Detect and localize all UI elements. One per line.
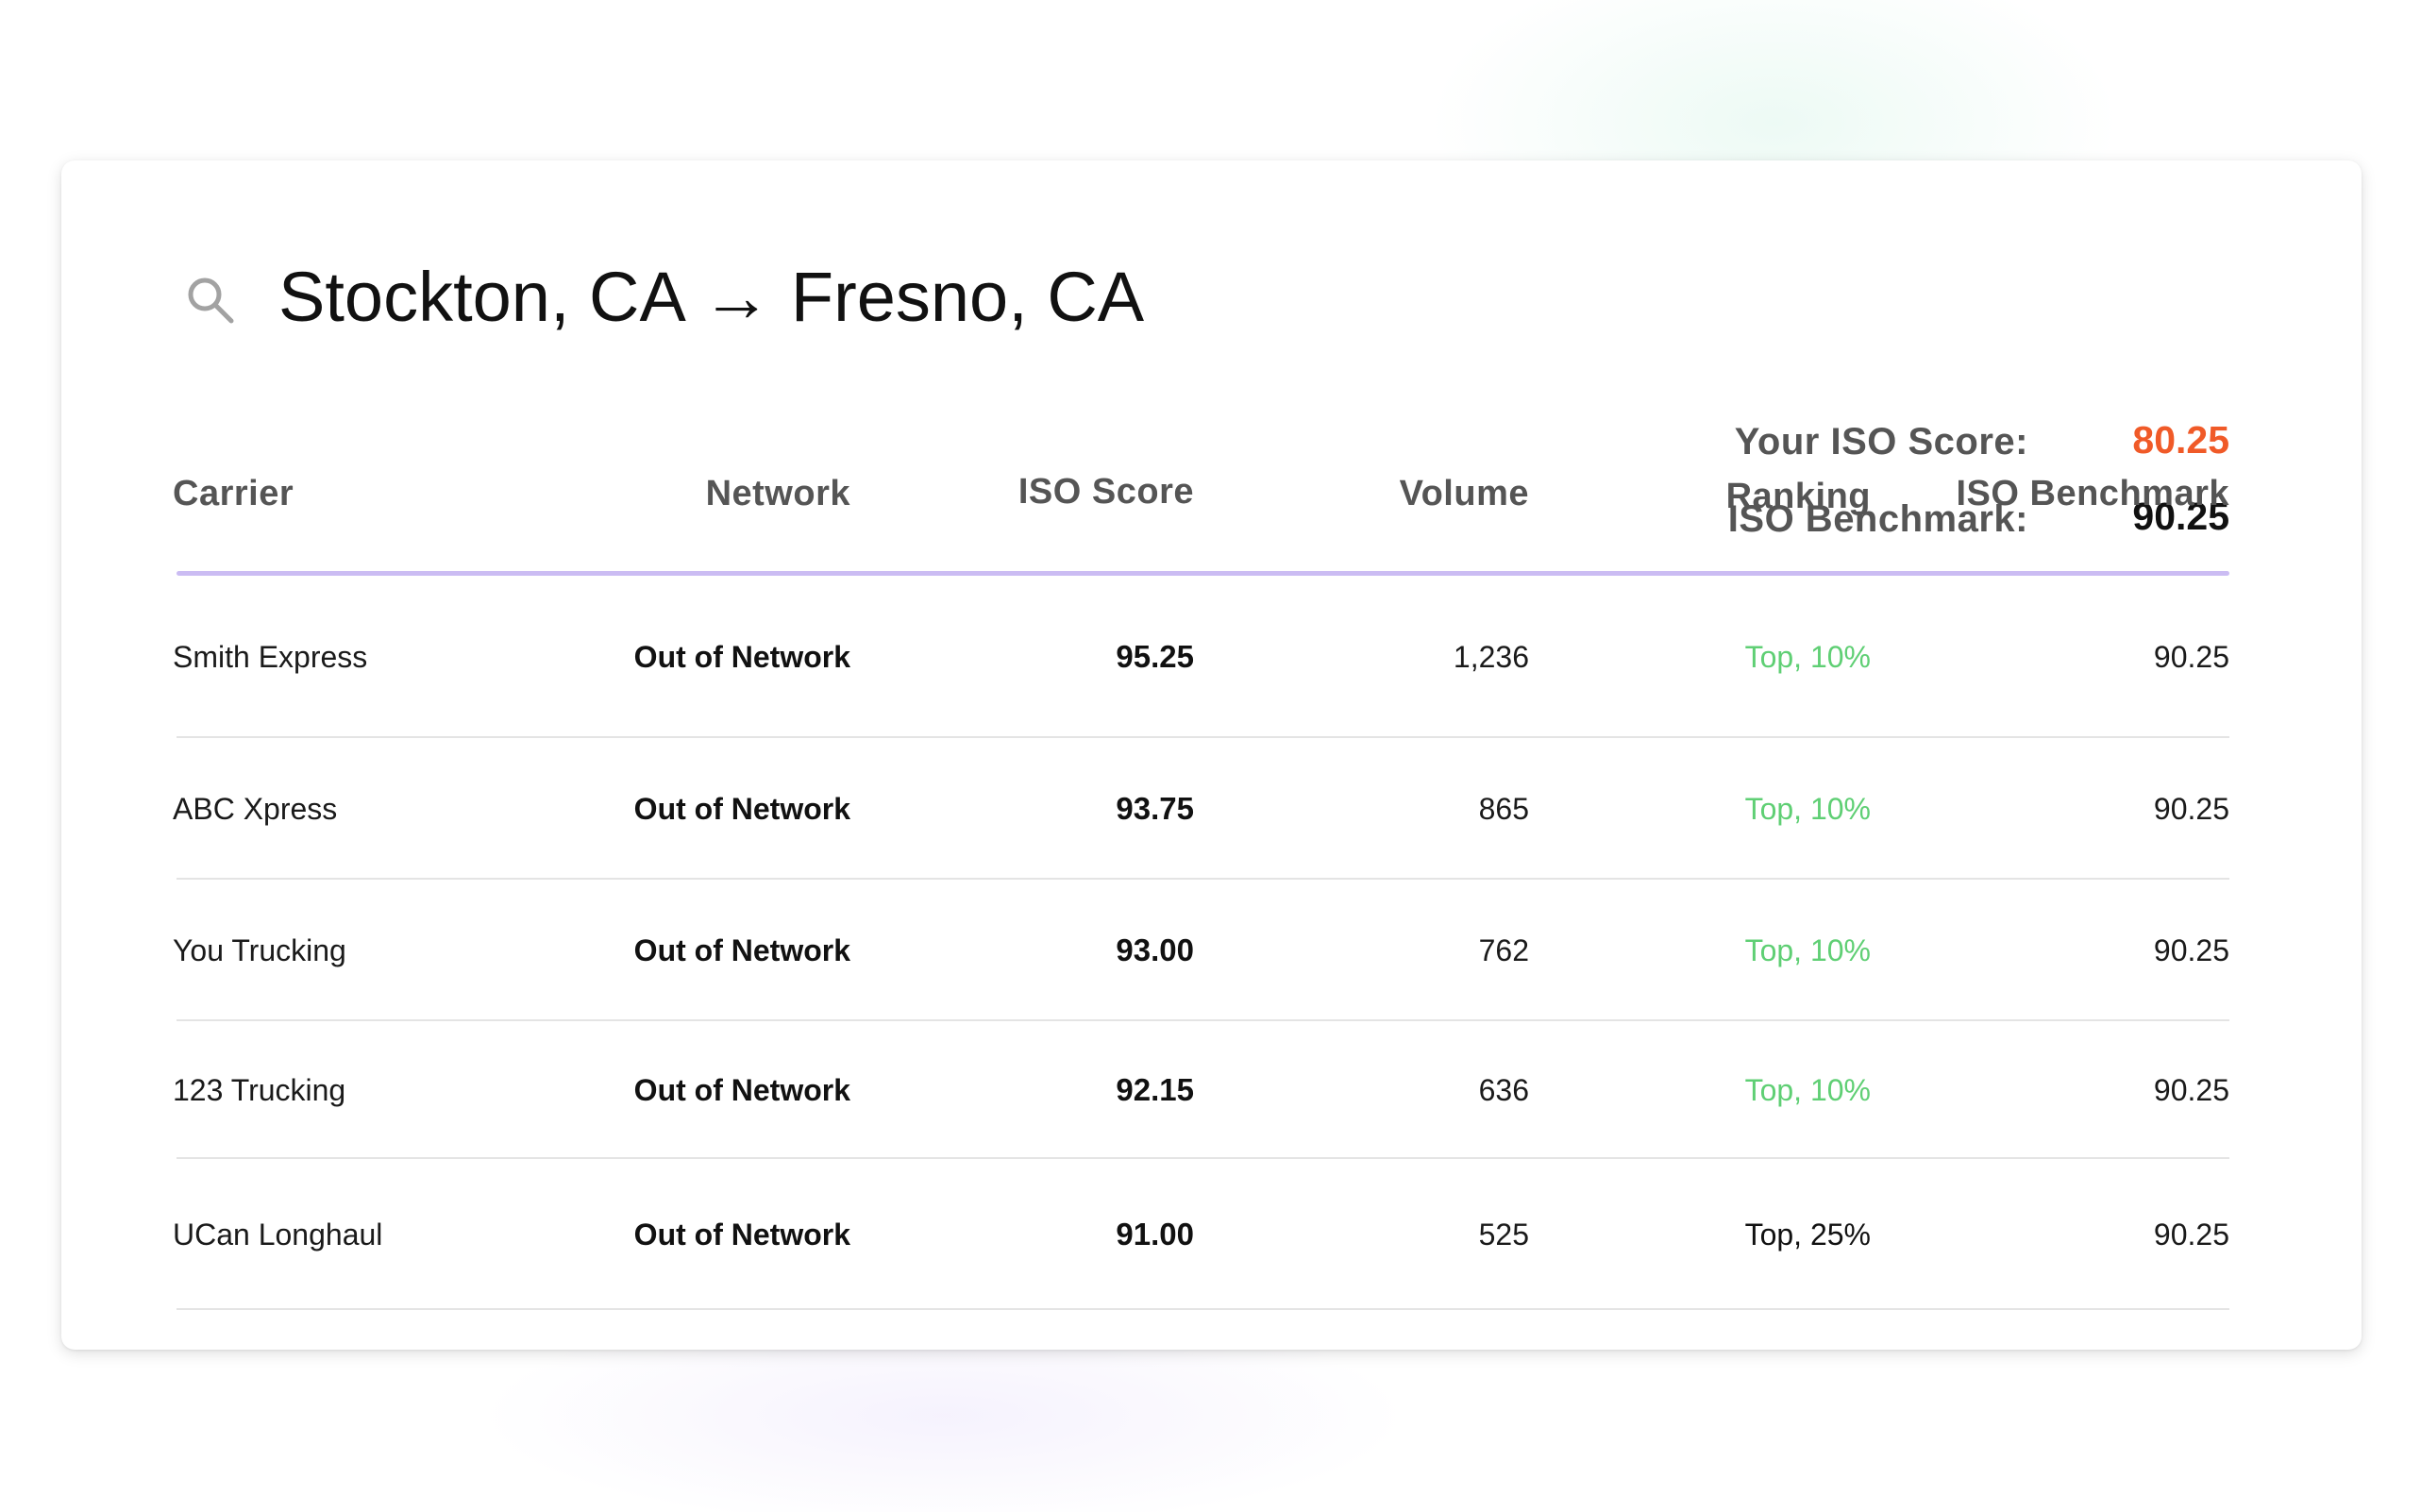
column-header-network[interactable]: Network xyxy=(705,474,850,513)
ranking: Top, 10% xyxy=(1744,791,1871,826)
iso-score-label: Your ISO Score: xyxy=(1734,421,2028,462)
iso-score: 91.00 xyxy=(1116,1217,1194,1252)
iso-score: 95.25 xyxy=(1116,639,1194,674)
network-status: Out of Network xyxy=(633,1072,850,1107)
carrier-name: Smith Express xyxy=(173,639,368,674)
iso-score: 93.00 xyxy=(1116,932,1194,967)
row-divider xyxy=(177,1157,2229,1159)
iso-benchmark: 90.25 xyxy=(2153,639,2229,674)
route-title: Stockton, CA → Fresno, CA xyxy=(278,258,1145,336)
table-row[interactable]: Smith Express Out of Network 95.25 1,236 Top… xyxy=(61,576,2362,738)
network-status: Out of Network xyxy=(633,1217,850,1252)
row-divider xyxy=(177,878,2229,880)
search-icon[interactable] xyxy=(182,272,241,330)
column-header-iso-score[interactable]: ISO Score xyxy=(1017,472,1194,512)
carrier-name: ABC Xpress xyxy=(173,791,338,826)
volume: 636 xyxy=(1478,1072,1529,1107)
iso-benchmark: 90.25 xyxy=(2153,1217,2229,1252)
volume: 762 xyxy=(1478,932,1529,967)
carrier-name: You Trucking xyxy=(173,932,346,967)
iso-score-value: 80.25 xyxy=(2132,418,2229,462)
iso-benchmark: 90.25 xyxy=(2153,932,2229,967)
column-header-iso-benchmark[interactable]: ISO Benchmark xyxy=(1956,474,2229,513)
column-header-carrier[interactable]: Carrier xyxy=(173,474,294,513)
ranking: Top, 10% xyxy=(1744,932,1871,967)
ranking: Top, 10% xyxy=(1744,639,1871,674)
iso-score: 92.15 xyxy=(1116,1072,1194,1107)
column-header-volume[interactable]: Volume xyxy=(1399,474,1529,513)
row-divider xyxy=(177,736,2229,738)
iso-benchmark: 90.25 xyxy=(2153,1072,2229,1107)
table-row[interactable]: You Trucking Out of Network 93.00 762 Top, 1… xyxy=(61,880,2362,1021)
row-divider xyxy=(177,1308,2229,1310)
table-row[interactable]: 123 Trucking Out of Network 92.15 636 Top, 1… xyxy=(61,1021,2362,1159)
ranking: Top, 10% xyxy=(1744,1072,1871,1107)
column-header-ranking[interactable]: Ranking xyxy=(1725,477,1871,516)
iso-score: 93.75 xyxy=(1116,791,1194,826)
volume: 1,236 xyxy=(1453,639,1529,674)
table-row[interactable]: ABC Xpress Out of Network 93.75 865 Top, 10%… xyxy=(61,738,2362,880)
row-divider xyxy=(177,1019,2229,1021)
network-status: Out of Network xyxy=(633,932,850,967)
network-status: Out of Network xyxy=(633,791,850,826)
header-divider xyxy=(177,571,2229,576)
network-status: Out of Network xyxy=(633,639,850,674)
carrier-benchmark-card: Stockton, CA → Fresno, CA Your ISO Score… xyxy=(61,160,2362,1350)
iso-benchmark: 90.25 xyxy=(2153,791,2229,826)
volume: 865 xyxy=(1478,791,1529,826)
table-row[interactable]: UCan Longhaul Out of Network 91.00 525 Top, … xyxy=(61,1159,2362,1310)
carrier-name: UCan Longhaul xyxy=(173,1217,383,1252)
iso-benchmark-label: ISO Benchmark: xyxy=(1727,498,2028,540)
carrier-name: 123 Trucking xyxy=(173,1072,346,1107)
ranking: Top, 25% xyxy=(1744,1217,1871,1252)
iso-benchmark-value: 90.25 xyxy=(2132,495,2229,538)
volume: 525 xyxy=(1478,1217,1529,1252)
